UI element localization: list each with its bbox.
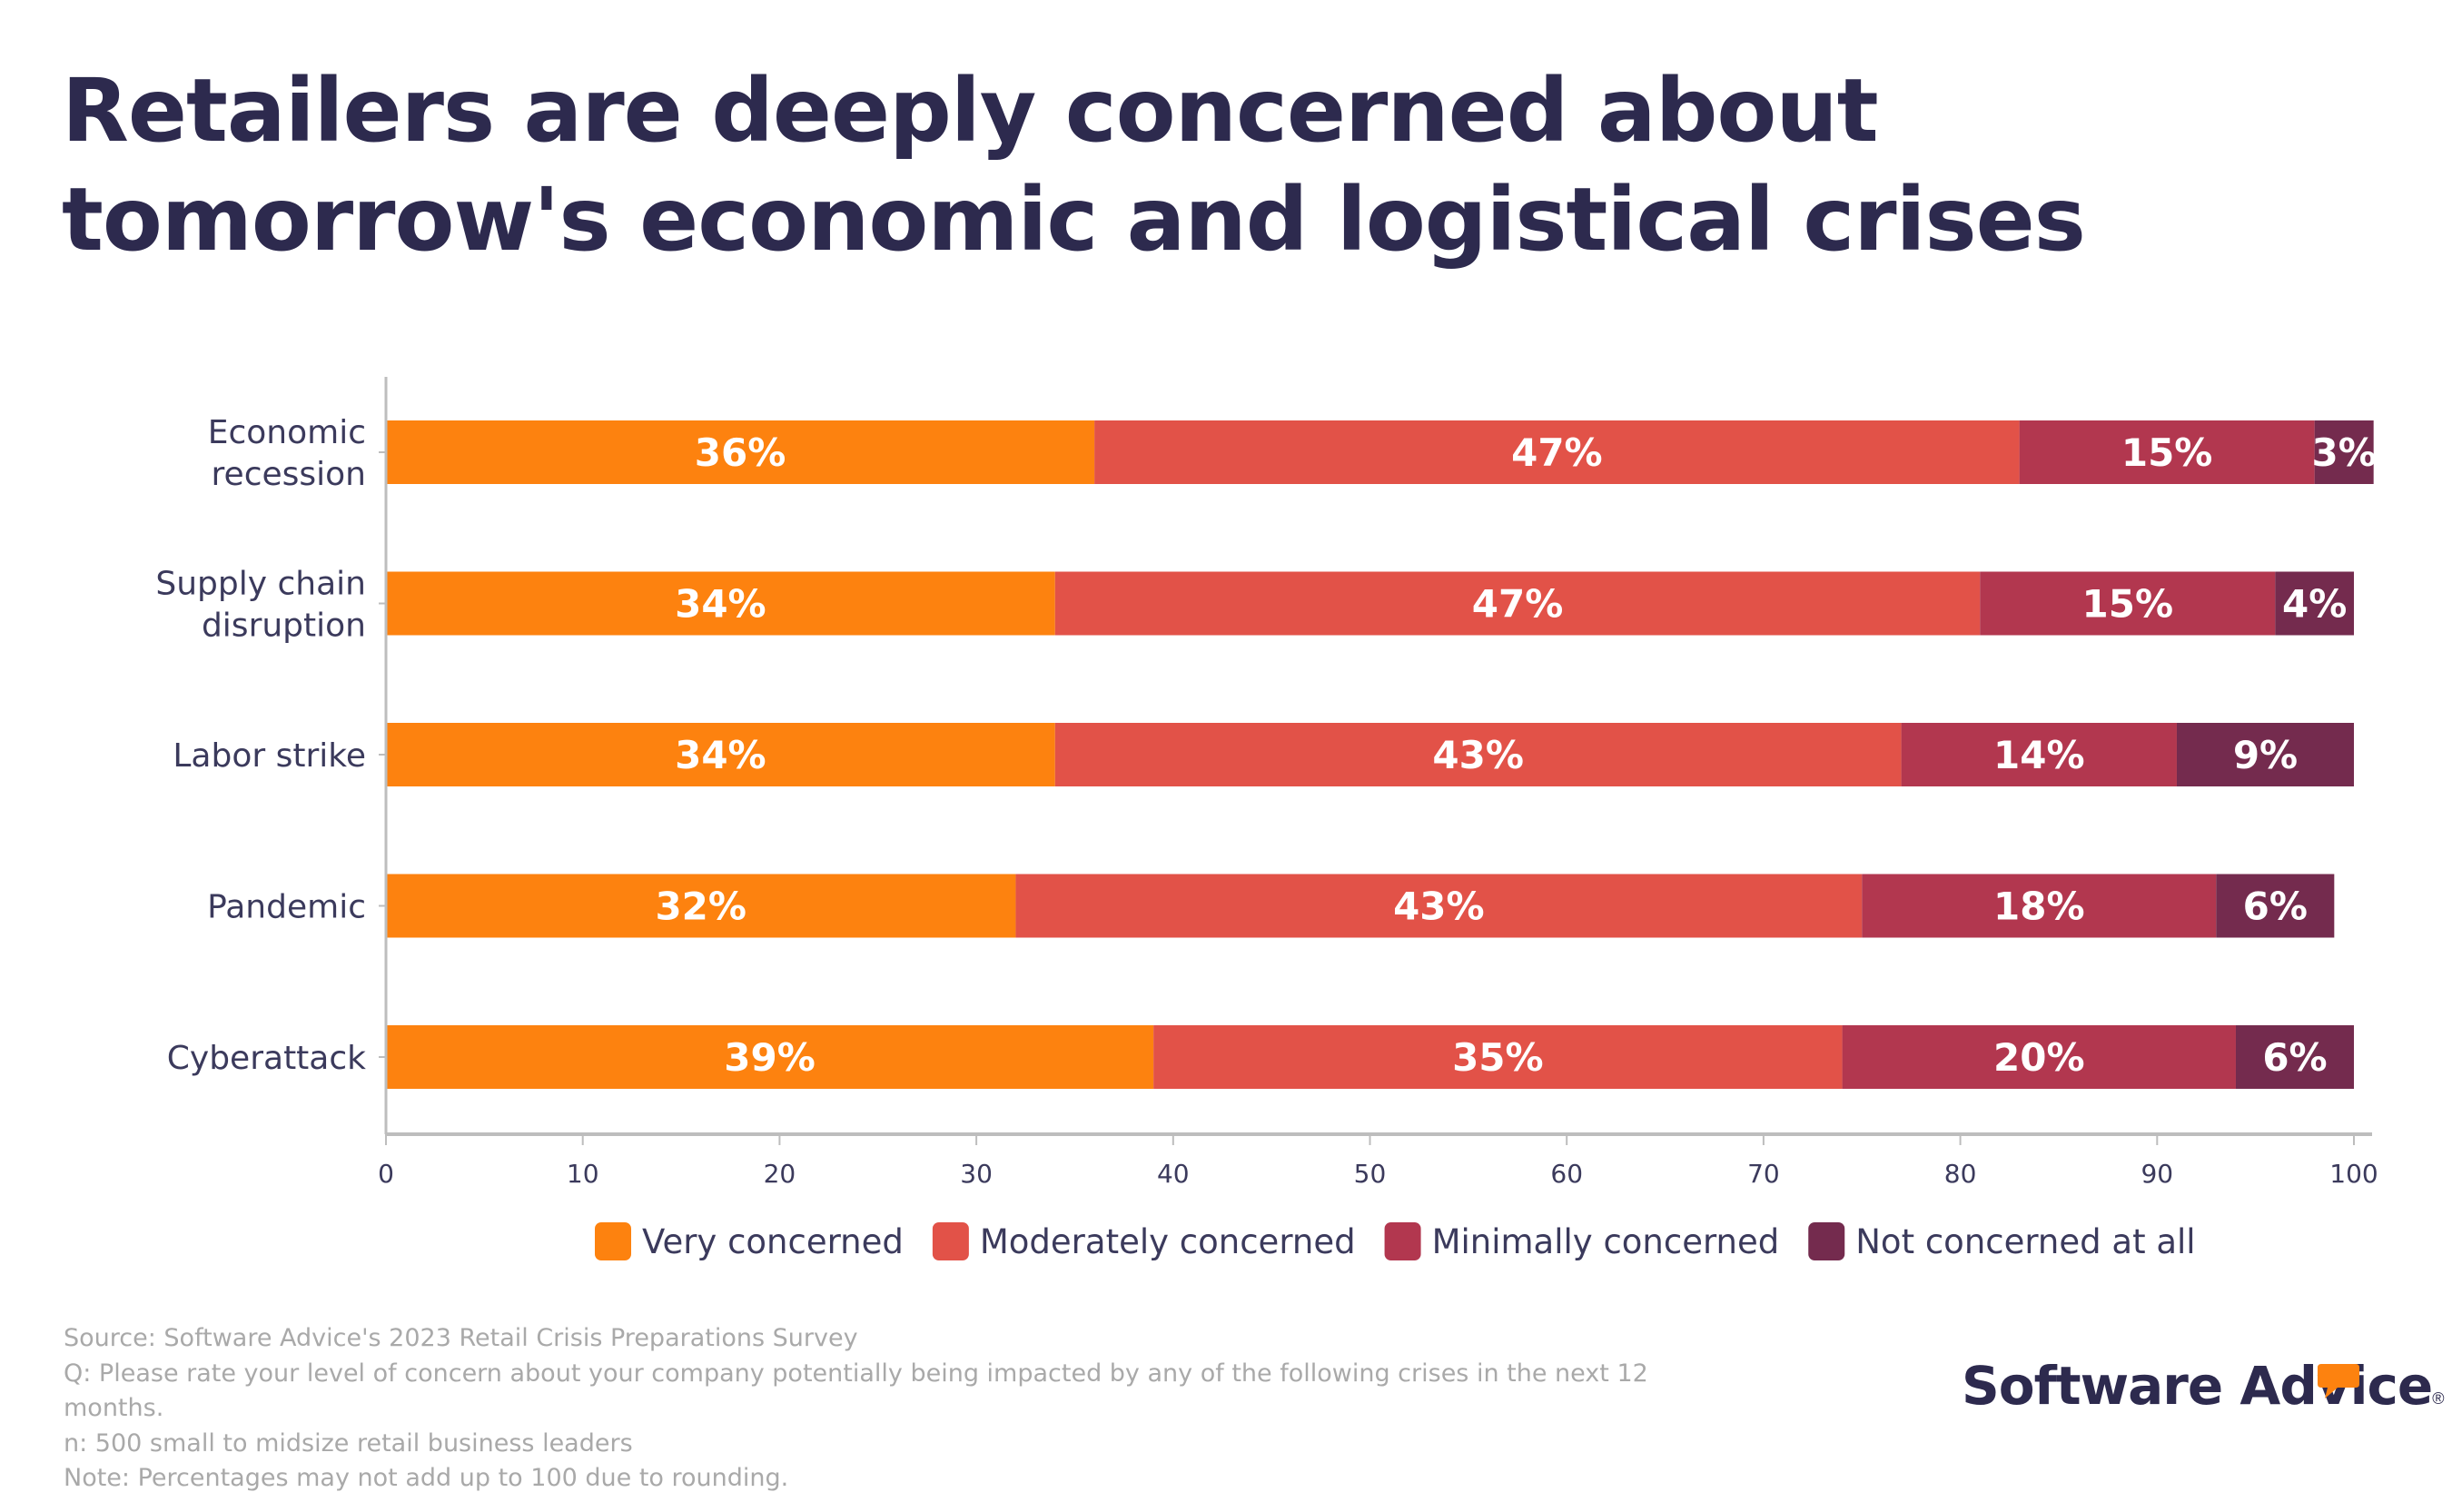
y-axis: Economic recession Supply chain disruption L… bbox=[155, 377, 388, 1134]
x-tick-label: 90 bbox=[2141, 1159, 2173, 1189]
x-tick-label: 70 bbox=[1747, 1159, 1780, 1189]
legend-swatch bbox=[932, 1222, 969, 1260]
category-label-line: disruption bbox=[202, 608, 366, 645]
legend-swatch bbox=[1808, 1222, 1845, 1260]
legend-swatch bbox=[1384, 1222, 1421, 1260]
bar-value-label: 47% bbox=[1472, 582, 1564, 627]
bar-value-label: 9% bbox=[2233, 733, 2298, 777]
legend-swatch bbox=[595, 1222, 631, 1260]
x-tick-label: 50 bbox=[1354, 1159, 1387, 1189]
footer-notes: Source: Software Advice's 2023 Retail Cr… bbox=[64, 1321, 1744, 1497]
x-tick-label: 0 bbox=[378, 1159, 394, 1189]
bar-value-label: 15% bbox=[2082, 582, 2174, 627]
bar-segment bbox=[1980, 571, 2276, 636]
bar-segment bbox=[386, 571, 1055, 636]
bar-segment bbox=[2275, 571, 2354, 636]
category-label-line: Cyberattack bbox=[167, 1040, 366, 1077]
footer-note: Note: Percentages may not add up to 100 … bbox=[64, 1464, 789, 1492]
bars-group: 36% 47% 15% 3% 34% 47% 15% 4% 34% 43% 14% 9% 32% 43% 1… bbox=[386, 420, 2377, 1089]
bar-value-label: 15% bbox=[2121, 430, 2213, 475]
legend-label: Moderately concerned bbox=[980, 1222, 1356, 1261]
title-line-2: tomorrow's economic and logistical crise… bbox=[62, 169, 2086, 271]
bar-value-label: 18% bbox=[1993, 884, 2085, 929]
bar-value-label: 39% bbox=[724, 1035, 816, 1080]
legend: Very concerned Moderately concerned Minima… bbox=[595, 1222, 2196, 1261]
bar-value-label: 6% bbox=[2262, 1035, 2327, 1080]
bar-segment bbox=[386, 420, 1095, 484]
category-label-line: Labor strike bbox=[173, 737, 366, 775]
chart-title: Retailers are deeply concerned about tom… bbox=[62, 56, 2086, 274]
bar-value-label: 20% bbox=[1993, 1035, 2085, 1080]
bar-value-label: 35% bbox=[1452, 1035, 1544, 1080]
bar-value-label: 34% bbox=[675, 582, 766, 627]
category-label: Pandemic bbox=[207, 889, 366, 926]
bar-value-label: 4% bbox=[2282, 582, 2347, 627]
bar-value-label: 43% bbox=[1393, 884, 1485, 929]
bar-segment bbox=[1054, 723, 1902, 786]
legend-label: Minimally concerned bbox=[1432, 1222, 1780, 1261]
bar-value-label: 47% bbox=[1511, 430, 1603, 475]
bar-segment bbox=[386, 874, 1016, 938]
category-label: Economic recession bbox=[208, 414, 366, 493]
bar-segment bbox=[2235, 1025, 2354, 1089]
x-axis: 0 10 20 30 40 50 60 70 80 90 100 bbox=[378, 1132, 2378, 1189]
bar-segment bbox=[1015, 874, 1863, 938]
bar-value-label: 3% bbox=[2312, 430, 2377, 475]
bar-value-label: 36% bbox=[695, 430, 786, 475]
bar-segment bbox=[1094, 420, 2020, 484]
footer-source: Source: Software Advice's 2023 Retail Cr… bbox=[64, 1324, 858, 1352]
footer-question: Q: Please rate your level of concern abo… bbox=[64, 1359, 1648, 1423]
bar-segment bbox=[2019, 420, 2315, 484]
bar-segment bbox=[1054, 571, 1981, 636]
footer-sample-size: n: 500 small to midsize retail business … bbox=[64, 1428, 633, 1458]
bar-value-label: 32% bbox=[655, 884, 746, 929]
bar-segment bbox=[2216, 874, 2335, 938]
category-label-line: Pandemic bbox=[207, 889, 366, 926]
x-tick-label: 30 bbox=[960, 1159, 993, 1189]
bar-segment bbox=[2314, 420, 2374, 484]
bar-segment bbox=[386, 1025, 1154, 1089]
stacked-bar-chart: 36% 47% 15% 3% 34% 47% 15% 4% 34% 43% 14% 9% 32% 43% 1… bbox=[155, 377, 2378, 1261]
category-label: Labor strike bbox=[173, 737, 366, 775]
bar-segment bbox=[1153, 1025, 1843, 1089]
bar-value-label: 43% bbox=[1432, 733, 1524, 777]
category-label: Supply chain disruption bbox=[155, 566, 366, 645]
bar-segment bbox=[386, 723, 1055, 786]
bar-segment bbox=[2176, 723, 2354, 786]
bar-segment bbox=[1901, 723, 2177, 786]
title-line-1: Retailers are deeply concerned about bbox=[62, 60, 1879, 162]
speech-bubble-icon bbox=[2318, 1364, 2359, 1398]
x-tick-label: 40 bbox=[1157, 1159, 1190, 1189]
bar-segment bbox=[1862, 874, 2217, 938]
category-label-line: Economic bbox=[208, 414, 366, 451]
software-advice-logo: Software Advice® bbox=[1962, 1355, 2445, 1428]
bar-value-label: 6% bbox=[2243, 884, 2308, 929]
x-tick-label: 80 bbox=[1944, 1159, 1977, 1189]
logo-text: Software Advice bbox=[1962, 1355, 2433, 1417]
legend-label: Not concerned at all bbox=[1855, 1222, 2195, 1261]
x-tick-label: 100 bbox=[2329, 1159, 2378, 1189]
x-tick-label: 10 bbox=[567, 1159, 599, 1189]
category-label: Cyberattack bbox=[167, 1040, 366, 1077]
category-label-line: Supply chain bbox=[155, 566, 366, 603]
bar-value-label: 14% bbox=[1993, 733, 2085, 777]
bar-value-label: 34% bbox=[675, 733, 766, 777]
bar-segment bbox=[1842, 1025, 2236, 1089]
x-tick-label: 60 bbox=[1550, 1159, 1583, 1189]
legend-label: Very concerned bbox=[642, 1222, 904, 1261]
x-tick-label: 20 bbox=[764, 1159, 796, 1189]
category-label-line: recession bbox=[212, 456, 366, 493]
registered-mark: ® bbox=[2432, 1389, 2445, 1408]
